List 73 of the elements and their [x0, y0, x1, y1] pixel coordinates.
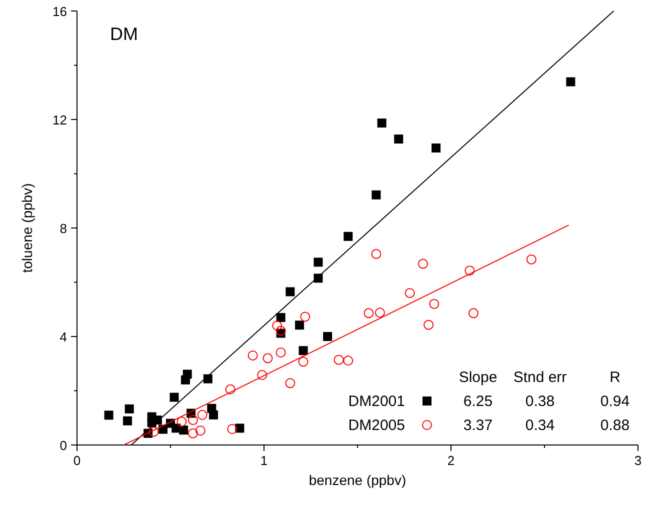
annotation: R	[610, 369, 621, 386]
point	[148, 426, 159, 437]
point	[276, 313, 286, 322]
point	[195, 426, 206, 436]
point	[314, 258, 323, 267]
annotation: 0.38	[525, 393, 555, 410]
point	[235, 424, 244, 433]
annotation: 0.88	[600, 417, 630, 434]
point	[227, 424, 238, 434]
point	[182, 370, 192, 379]
x-tick-label: 1	[260, 453, 268, 468]
point	[188, 415, 198, 426]
point	[257, 370, 268, 380]
point	[394, 134, 404, 144]
x-axis-title: benzene (ppbv)	[308, 472, 406, 488]
point	[225, 384, 236, 394]
point	[526, 254, 536, 264]
point	[374, 308, 385, 318]
legend-label: DM2005	[348, 417, 405, 434]
point	[298, 356, 308, 367]
x-tick-label: 3	[634, 453, 642, 468]
point	[404, 288, 415, 298]
point	[298, 346, 308, 356]
point	[276, 326, 286, 336]
point	[343, 356, 354, 366]
y-tick-label: 16	[52, 4, 67, 19]
point	[209, 410, 218, 420]
y-axis-title: toluene (ppbv)	[19, 183, 35, 273]
point	[323, 332, 332, 341]
point	[197, 410, 208, 420]
point	[364, 308, 374, 318]
point	[377, 118, 386, 128]
point	[124, 404, 134, 414]
point	[276, 348, 286, 358]
point	[122, 416, 132, 426]
point	[334, 354, 344, 365]
annotation: 0.94	[600, 393, 630, 410]
annotation: Slope	[458, 369, 498, 386]
annotation: Stnd err	[513, 369, 567, 386]
point	[464, 266, 475, 276]
y-tick-label: 0	[60, 438, 67, 453]
point	[372, 190, 381, 200]
point	[429, 298, 440, 309]
annotation: 3.37	[463, 417, 493, 434]
point	[371, 249, 382, 260]
point	[424, 320, 434, 330]
point	[272, 320, 282, 331]
point	[295, 320, 304, 330]
y-tick-label: 12	[52, 112, 67, 128]
annotation: 0.34	[525, 417, 555, 434]
point	[468, 308, 478, 318]
point	[285, 378, 296, 388]
point	[432, 143, 441, 152]
x-tick-label: 0	[73, 453, 81, 468]
point	[203, 374, 212, 384]
legend-label: DM2001	[348, 393, 405, 410]
x-tick-label: 2	[447, 453, 455, 468]
point	[179, 426, 188, 435]
point	[262, 353, 273, 364]
text: DM	[110, 24, 138, 44]
point	[286, 287, 295, 296]
point	[104, 410, 114, 420]
point	[566, 77, 576, 86]
point	[170, 392, 179, 402]
point	[418, 258, 428, 269]
annotation: 6.25	[463, 393, 493, 410]
point	[344, 232, 353, 241]
point	[176, 416, 187, 427]
point	[248, 350, 258, 360]
y-tick-label: 8	[60, 221, 67, 236]
y-tick-label: 4	[60, 330, 67, 344]
point	[188, 428, 198, 438]
point	[300, 312, 310, 322]
